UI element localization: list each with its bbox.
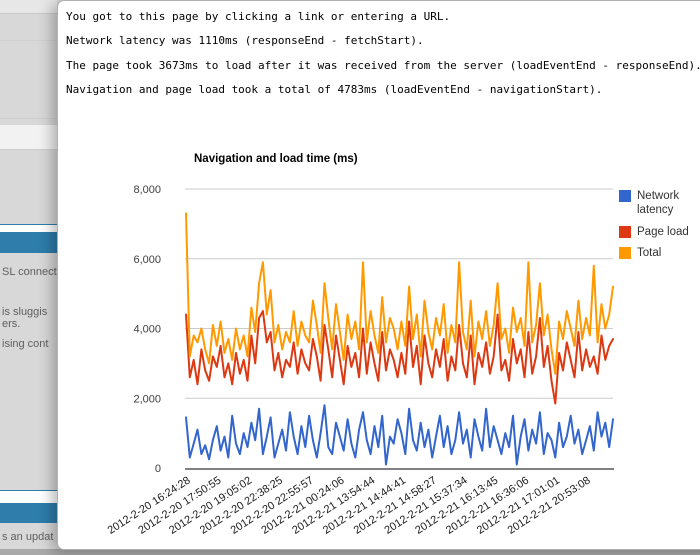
legend-label: Page load [637,225,689,238]
background-bottom-strip [0,549,700,555]
y-tick-label: 8,000 [133,184,161,196]
y-tick-label: 4,000 [133,324,161,336]
background-section-header-bar [0,232,57,253]
background-section-border [0,490,57,504]
series-line-network-latency [185,404,614,466]
chart-title: Navigation and load time (ms) [194,153,358,165]
background-row-highlight [0,124,57,150]
background-toolbar-band [0,0,57,14]
network-latency-swatch-icon [619,190,631,202]
y-tick-label: 6,000 [133,254,161,266]
background-section-header-bar [0,503,57,523]
navigation-timing-popup: You got to this page by clicking a link … [57,0,700,550]
background-divider [0,40,57,41]
chart-legend: Network latency Page load Total [619,189,697,261]
total-swatch-icon [619,247,631,260]
timing-summary-line: Navigation and page load took a total of… [66,83,603,97]
legend-item-total: Total [619,246,697,260]
background-divider [0,118,57,119]
background-text-fragment: is sluggis [2,306,48,318]
timing-summary-line: Network latency was 1110ms (responseEnd … [66,34,424,48]
background-text-fragment: ising cont [2,338,49,350]
legend-label: Network latency [637,190,680,217]
y-tick-label: 2,000 [133,393,161,405]
timing-summary: You got to this page by clicking a link … [66,4,700,102]
series-line-page-load [185,310,614,405]
timing-summary-line: You got to this page by clicking a link … [66,9,451,23]
legend-label: Total [637,247,662,260]
background-text-fragment: SL connect [2,266,57,278]
page-load-swatch-icon [619,225,631,238]
background-section-border [0,224,57,233]
background-text-fragment: s an updat [2,531,54,543]
legend-item-page-load: Page load [619,225,697,239]
legend-item-network-latency: Network latency [619,189,697,218]
timing-summary-line: The page took 3673ms to load after it wa… [66,58,700,72]
background-text-fragment: ers. [2,318,21,330]
series-line-total [185,212,614,375]
y-tick-label: 0 [155,463,161,475]
